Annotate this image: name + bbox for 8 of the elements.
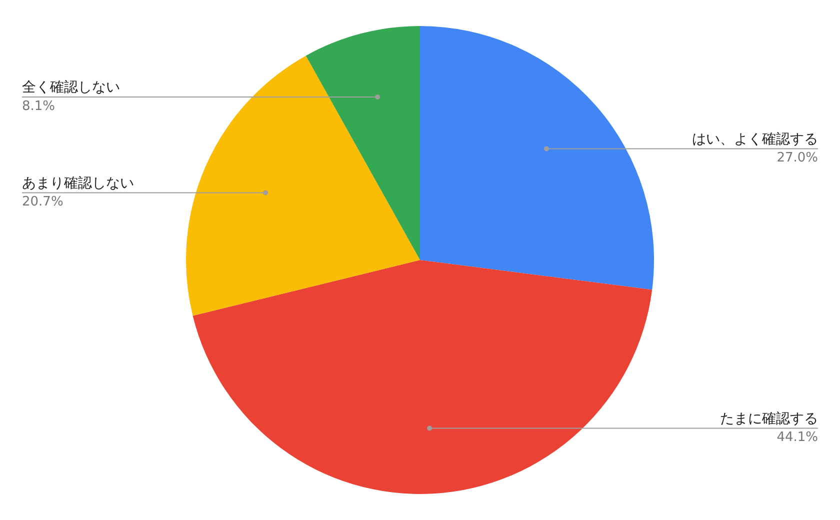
slice-label: はい、よく確認する <box>692 131 818 148</box>
slice-label: あまり確認しない <box>22 175 134 192</box>
slice-label: 全く確認しない <box>22 80 120 96</box>
slice-label: たまに確認する <box>720 410 818 427</box>
data-label: 20.7% <box>22 194 64 210</box>
data-label: 27.0% <box>776 150 818 166</box>
data-label: 44.1% <box>776 430 818 446</box>
data-label: 8.1% <box>22 98 56 114</box>
